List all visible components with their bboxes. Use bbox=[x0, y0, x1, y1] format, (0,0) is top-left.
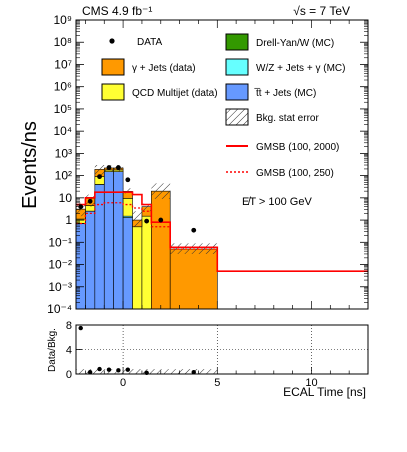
ratio-y-label: Data/Bkg. bbox=[47, 328, 58, 372]
y-tick-label-9: 10⁵ bbox=[54, 102, 72, 116]
ratio-frame bbox=[75, 324, 369, 375]
legend-wz-label: W/Z + Jets + γ (MC) bbox=[256, 63, 345, 74]
main-frame bbox=[75, 19, 369, 310]
legend-qcd-swatch bbox=[101, 83, 125, 101]
x-tick-label-1: 5 bbox=[214, 377, 220, 389]
y-tick-label-2: 10⁻² bbox=[48, 258, 72, 272]
err-bin-0 bbox=[76, 202, 86, 217]
err-bin-6 bbox=[132, 211, 142, 227]
ratio-y-tick-label-0: 0 bbox=[66, 369, 72, 381]
data-point-8 bbox=[191, 227, 197, 233]
data-point-6 bbox=[144, 218, 150, 224]
y-tick-label-10: 10⁶ bbox=[54, 80, 72, 94]
data-point-3 bbox=[106, 165, 112, 170]
data-point-5 bbox=[125, 177, 131, 183]
ratio-point-2 bbox=[97, 366, 102, 372]
y-tick-label-12: 10⁸ bbox=[54, 35, 72, 49]
met-cut-annotation: E̸T > 100 GeV bbox=[242, 196, 312, 208]
y-tick-label-5: 10 bbox=[59, 191, 73, 205]
x-axis-label: ECAL Time [ns] bbox=[283, 385, 366, 399]
err-bin-2 bbox=[94, 165, 105, 176]
data-point-0 bbox=[78, 204, 84, 210]
legend-gamma-label: γ + Jets (data) bbox=[132, 63, 196, 74]
bar-0-5 bbox=[122, 217, 133, 310]
legend-ttbar-swatch bbox=[225, 83, 249, 101]
ratio-grid bbox=[76, 325, 368, 374]
ratio-axes: 0 4 8 0 5 10 bbox=[66, 320, 369, 389]
data-point-2 bbox=[97, 174, 102, 180]
ratio-point-5 bbox=[125, 367, 131, 372]
err-bin-7 bbox=[141, 203, 152, 212]
legend-data-marker bbox=[109, 38, 115, 44]
y-tick-label-7: 10³ bbox=[55, 146, 72, 160]
bar-3-7 bbox=[141, 215, 152, 310]
legend-wz-swatch bbox=[225, 58, 249, 76]
signal-1 bbox=[76, 202, 218, 250]
legend-dy-swatch bbox=[225, 33, 249, 51]
data-point-1 bbox=[87, 198, 93, 204]
main-axes: 10⁻⁴ 10⁻³ 10⁻² 10⁻¹ 1 10 10² 10³ 10⁴ 10⁵ 10⁶ 10⁷ 10⁸… bbox=[47, 13, 369, 316]
legend-err-swatch bbox=[225, 108, 249, 126]
y-tick-label-3: 10⁻¹ bbox=[48, 235, 72, 249]
ratio-y-tick-label-2: 8 bbox=[66, 320, 72, 332]
stacked-bars bbox=[75, 167, 218, 310]
y-tick-label-13: 10⁹ bbox=[54, 13, 73, 27]
signal-curves bbox=[76, 191, 368, 273]
energy-label: √s = 7 TeV bbox=[293, 4, 350, 18]
data-points bbox=[78, 165, 197, 233]
y-tick-label-4: 1 bbox=[65, 213, 72, 227]
ratio-point-7 bbox=[191, 369, 196, 375]
x-tick-label-2: 10 bbox=[305, 377, 317, 389]
ratio-y-tick-label-1: 4 bbox=[66, 345, 72, 357]
bar-4-9 bbox=[169, 248, 218, 310]
y-tick-label-0: 10⁻⁴ bbox=[47, 302, 72, 316]
legend-data-label: DATA bbox=[137, 37, 163, 48]
signal-0 bbox=[76, 191, 368, 273]
bar-3-6 bbox=[132, 226, 143, 310]
y-tick-label-6: 10² bbox=[55, 169, 72, 183]
bar-3-5 bbox=[122, 198, 133, 217]
ratio-point-0 bbox=[78, 325, 83, 331]
legend-gmsb250-label: GMSB (100, 250) bbox=[256, 168, 334, 179]
y-tick-label-8: 10⁴ bbox=[53, 124, 72, 138]
ratio-points bbox=[78, 325, 196, 375]
legend-qcd-label: QCD Multijet (data) bbox=[132, 88, 218, 99]
legend-gamma-swatch bbox=[101, 58, 125, 76]
err-bin-8 bbox=[151, 183, 171, 199]
x-tick-label-0: 0 bbox=[120, 377, 126, 389]
legend-dy-label: Drell-Yan/W (MC) bbox=[256, 38, 334, 49]
ratio-point-3 bbox=[106, 367, 112, 372]
legend-err-label: Bkg. stat error bbox=[256, 113, 319, 124]
y-tick-label-11: 10⁷ bbox=[54, 57, 72, 71]
data-point-4 bbox=[115, 165, 121, 170]
err-bin-5 bbox=[123, 188, 133, 194]
bar-0-2 bbox=[94, 184, 105, 310]
y-axis-label: Events/ns bbox=[19, 121, 41, 209]
bar-4-8 bbox=[151, 190, 171, 310]
legend-gmsb2000-label: GMSB (100, 2000) bbox=[256, 142, 339, 153]
experiment-label: CMS 4.9 fb⁻¹ bbox=[82, 4, 152, 18]
legend-ttbar-label: t̅t + Jets (MC) bbox=[254, 87, 316, 99]
legend: DATA γ + Jets (data) QCD Multijet (data)… bbox=[101, 33, 345, 179]
data-point-7 bbox=[158, 217, 164, 223]
bar-0-1 bbox=[85, 210, 96, 310]
ratio-point-4 bbox=[116, 368, 121, 373]
ratio-point-1 bbox=[87, 369, 93, 375]
y-tick-label-1: 10⁻³ bbox=[48, 280, 72, 294]
bar-0-0 bbox=[75, 223, 86, 310]
